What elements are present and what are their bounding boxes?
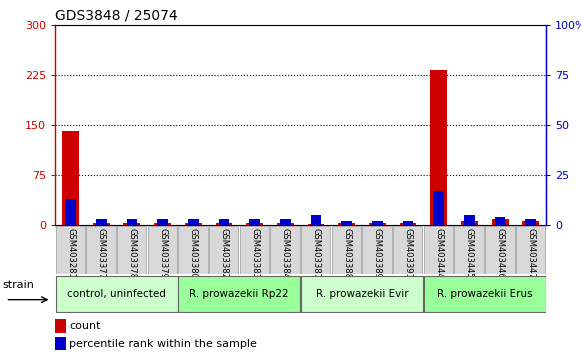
- Text: GDS3848 / 25074: GDS3848 / 25074: [55, 8, 178, 22]
- Bar: [249, 219, 260, 225]
- Text: GSM403383: GSM403383: [250, 228, 259, 279]
- Bar: [522, 222, 539, 225]
- Bar: [341, 221, 352, 225]
- Text: GSM403384: GSM403384: [281, 228, 290, 279]
- Text: GSM403445: GSM403445: [465, 228, 474, 279]
- FancyBboxPatch shape: [178, 276, 300, 312]
- Bar: [93, 223, 110, 225]
- Text: percentile rank within the sample: percentile rank within the sample: [69, 339, 257, 349]
- Bar: [403, 221, 414, 225]
- Bar: [62, 131, 79, 225]
- Bar: [127, 219, 137, 225]
- Text: GSM403387: GSM403387: [311, 228, 321, 279]
- Text: GSM403380: GSM403380: [189, 228, 198, 279]
- Text: R. prowazekii Evir: R. prowazekii Evir: [315, 289, 408, 299]
- Text: GSM403447: GSM403447: [526, 228, 535, 279]
- FancyBboxPatch shape: [148, 226, 177, 274]
- FancyBboxPatch shape: [178, 226, 207, 274]
- Bar: [461, 222, 478, 225]
- FancyBboxPatch shape: [393, 226, 422, 274]
- Bar: [96, 219, 106, 225]
- FancyBboxPatch shape: [485, 226, 515, 274]
- Bar: [124, 223, 141, 225]
- FancyBboxPatch shape: [424, 226, 453, 274]
- Text: control, uninfected: control, uninfected: [67, 289, 166, 299]
- Text: count: count: [69, 321, 101, 331]
- Bar: [157, 219, 168, 225]
- FancyBboxPatch shape: [117, 226, 146, 274]
- FancyBboxPatch shape: [363, 226, 392, 274]
- Bar: [431, 70, 447, 225]
- FancyBboxPatch shape: [516, 226, 545, 274]
- Bar: [55, 337, 66, 350]
- Bar: [311, 215, 321, 225]
- Bar: [246, 223, 263, 225]
- FancyBboxPatch shape: [332, 226, 361, 274]
- FancyBboxPatch shape: [270, 226, 300, 274]
- Text: GSM403281: GSM403281: [66, 228, 75, 279]
- Bar: [492, 219, 508, 225]
- Text: GSM403446: GSM403446: [496, 228, 505, 279]
- FancyBboxPatch shape: [239, 226, 269, 274]
- FancyBboxPatch shape: [56, 226, 85, 274]
- FancyBboxPatch shape: [209, 226, 238, 274]
- Bar: [218, 219, 229, 225]
- FancyBboxPatch shape: [454, 226, 484, 274]
- Bar: [372, 221, 383, 225]
- FancyBboxPatch shape: [424, 276, 546, 312]
- Bar: [154, 223, 171, 225]
- Text: GSM403388: GSM403388: [342, 228, 351, 279]
- Bar: [433, 191, 444, 225]
- Bar: [369, 223, 386, 225]
- FancyBboxPatch shape: [301, 276, 423, 312]
- FancyBboxPatch shape: [301, 226, 331, 274]
- FancyBboxPatch shape: [86, 226, 116, 274]
- Bar: [307, 224, 324, 225]
- Bar: [280, 219, 290, 225]
- Text: GSM403379: GSM403379: [158, 228, 167, 279]
- Bar: [185, 223, 202, 225]
- Text: strain: strain: [3, 280, 35, 290]
- Text: R. prowazekii Rp22: R. prowazekii Rp22: [189, 289, 289, 299]
- Bar: [464, 215, 475, 225]
- Text: R. prowazekii Erus: R. prowazekii Erus: [437, 289, 533, 299]
- Bar: [400, 223, 417, 225]
- Text: GSM403378: GSM403378: [127, 228, 137, 279]
- Bar: [338, 223, 355, 225]
- Bar: [188, 219, 199, 225]
- Bar: [495, 217, 505, 225]
- Text: GSM403389: GSM403389: [373, 228, 382, 279]
- Bar: [65, 199, 76, 225]
- Bar: [216, 223, 232, 225]
- Text: GSM403391: GSM403391: [404, 228, 413, 279]
- Bar: [277, 223, 294, 225]
- Text: GSM403444: GSM403444: [434, 228, 443, 279]
- Bar: [55, 319, 66, 333]
- FancyBboxPatch shape: [56, 276, 178, 312]
- Bar: [525, 219, 536, 225]
- Text: GSM403382: GSM403382: [220, 228, 228, 279]
- Text: GSM403377: GSM403377: [96, 228, 106, 279]
